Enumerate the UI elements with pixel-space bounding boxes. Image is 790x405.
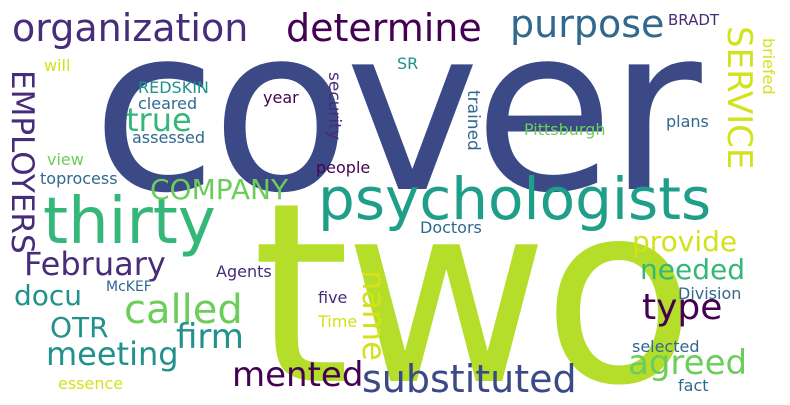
word-security: security bbox=[324, 72, 344, 140]
word-type: type bbox=[642, 287, 723, 328]
word-service: SERVICE bbox=[719, 26, 759, 170]
word-otr: OTR bbox=[50, 311, 109, 344]
word-pittsburgh: Pittsburgh bbox=[524, 120, 606, 139]
word-thirty: thirty bbox=[43, 185, 216, 259]
word-redskin: REDSKIN bbox=[138, 78, 209, 97]
word-assessed: assessed bbox=[132, 128, 205, 147]
word-february: February bbox=[24, 245, 166, 283]
word-company: COMPANY bbox=[150, 173, 289, 206]
word-plans: plans bbox=[666, 112, 709, 131]
word-mckef: McKEF bbox=[106, 279, 152, 295]
word-view: view bbox=[47, 150, 84, 169]
word-needed: needed bbox=[640, 253, 745, 286]
word-briefed: briefed bbox=[759, 38, 778, 95]
word-provide: provide bbox=[632, 225, 738, 258]
word-name: name bbox=[355, 270, 393, 361]
word-doctors: Doctors bbox=[420, 218, 482, 237]
word-trained: trained bbox=[463, 90, 483, 151]
word-organization: organization bbox=[12, 6, 249, 50]
word-mented: mented bbox=[232, 355, 364, 395]
word-called: called bbox=[124, 287, 243, 333]
word-will: will bbox=[44, 56, 71, 75]
word-agreed: agreed bbox=[628, 343, 748, 383]
word-agents: Agents bbox=[216, 262, 272, 281]
word-psychologists: psychologists bbox=[318, 165, 712, 233]
word-sr: SR bbox=[397, 54, 419, 73]
word-cleared: cleared bbox=[138, 94, 198, 113]
word-determine: determine bbox=[286, 6, 482, 50]
word-cover: cover bbox=[92, 0, 702, 243]
word-docu: docu bbox=[14, 279, 83, 312]
word-fact: fact bbox=[678, 376, 709, 395]
word-purpose: purpose bbox=[510, 2, 665, 46]
word-year: year bbox=[263, 88, 299, 107]
word-bradt: BRADT bbox=[668, 11, 720, 29]
word-division: Division bbox=[678, 284, 742, 303]
word-employers: EMPLOYERS bbox=[4, 70, 40, 254]
word-meeting: meeting bbox=[46, 335, 179, 373]
word-firm: firm bbox=[176, 317, 244, 357]
word-time: Time bbox=[318, 312, 358, 331]
word-true: true bbox=[126, 101, 192, 139]
word-substituted: substituted bbox=[362, 357, 577, 401]
word-two: two bbox=[252, 149, 695, 405]
word-people: people bbox=[316, 158, 371, 177]
word-toprocess: toprocess bbox=[40, 169, 118, 188]
word-essence: essence bbox=[58, 374, 124, 393]
word-selected: selected bbox=[632, 337, 700, 356]
word-five: five bbox=[318, 288, 348, 307]
